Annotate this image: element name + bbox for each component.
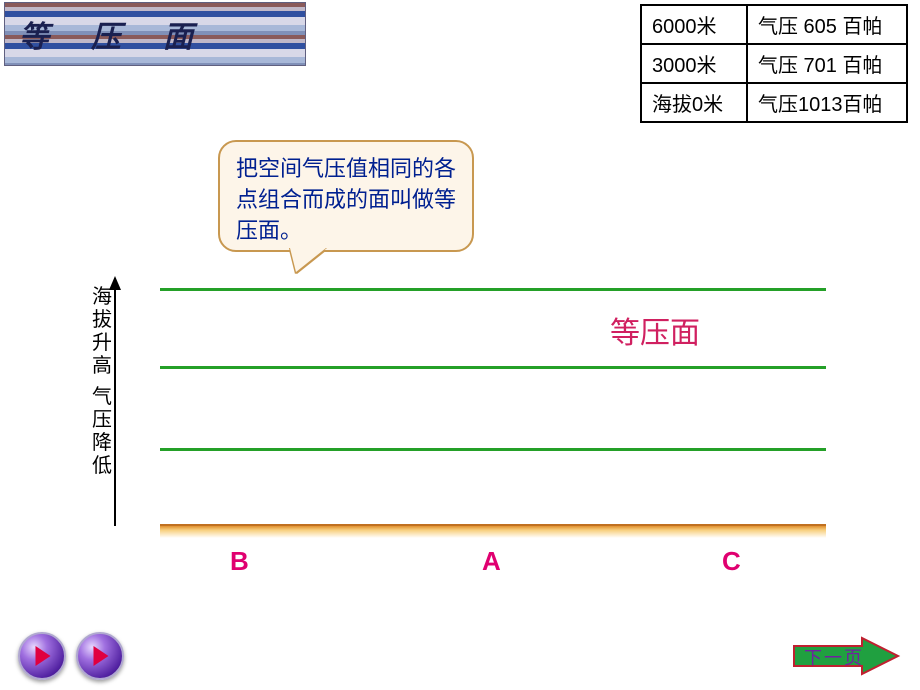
prev-button[interactable] xyxy=(18,632,66,680)
ground-surface xyxy=(160,524,826,538)
isobar-line xyxy=(160,366,826,369)
y-axis-arrow xyxy=(114,278,116,526)
alt-cell: 6000米 xyxy=(641,5,747,44)
callout-text: 把空间气压值相同的各点组合而成的面叫做等压面。 xyxy=(236,156,456,243)
pressure-cell: 气压 605 百帕 xyxy=(747,5,907,44)
next-page-button[interactable]: 下一页 xyxy=(792,636,902,676)
point-a-label: A xyxy=(482,546,501,577)
title-banner: 等压面 xyxy=(4,2,306,66)
pressure-cell: 气压1013百帕 xyxy=(747,83,907,122)
alt-cell: 3000米 xyxy=(641,44,747,83)
play-button[interactable] xyxy=(76,632,124,680)
isobar-diagram: 海拔升高气压降低 等压面 B A C xyxy=(102,278,882,568)
next-page-label: 下一页 xyxy=(804,644,864,670)
nav-button-group xyxy=(18,632,124,680)
alt-cell: 海拔0米 xyxy=(641,83,747,122)
definition-callout: 把空间气压值相同的各点组合而成的面叫做等压面。 xyxy=(218,140,474,252)
isobar-line xyxy=(160,448,826,451)
pressure-altitude-table: 6000米 气压 605 百帕 3000米 气压 701 百帕 海拔0米 气压1… xyxy=(640,4,908,123)
pressure-cell: 气压 701 百帕 xyxy=(747,44,907,83)
point-c-label: C xyxy=(722,546,741,577)
point-b-label: B xyxy=(230,546,249,577)
isobar-label: 等压面 xyxy=(610,308,700,352)
page-title: 等压面 xyxy=(19,12,235,56)
table-row: 海拔0米 气压1013百帕 xyxy=(641,83,907,122)
y-axis-label: 海拔升高气压降低 xyxy=(90,286,114,478)
table-row: 3000米 气压 701 百帕 xyxy=(641,44,907,83)
isobar-line xyxy=(160,288,826,291)
table-row: 6000米 气压 605 百帕 xyxy=(641,5,907,44)
